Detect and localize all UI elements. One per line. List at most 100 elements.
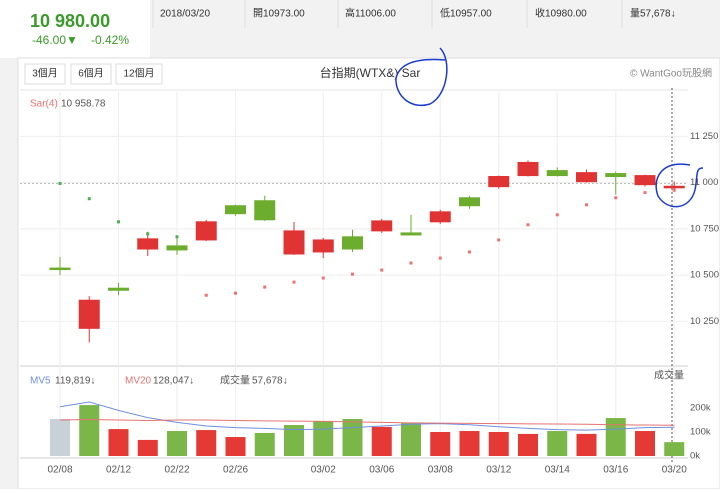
sar-dot: [263, 285, 267, 289]
candle-body: [546, 170, 568, 177]
range-button-label[interactable]: 12個月: [123, 67, 154, 80]
sar-dot: [468, 250, 471, 254]
candle-body: [371, 220, 393, 232]
candle-body: [634, 175, 656, 186]
legend-value: 57,678↓: [252, 376, 288, 387]
copyright: © WantGoo玩股網: [630, 67, 712, 80]
chart-panel: [17, 57, 720, 489]
range-button[interactable]: [24, 63, 66, 85]
summary-open: 開10973.00: [253, 8, 305, 20]
volume-bar: [254, 432, 275, 456]
volume-bar: [547, 431, 568, 456]
candle-body: [254, 200, 276, 221]
candle-body: [49, 267, 71, 271]
volume-bar: [137, 439, 158, 456]
sar-dot: [438, 256, 442, 260]
sar-dot: [146, 232, 150, 236]
sar-dot: [234, 291, 237, 295]
y-tick-label: 10 250: [690, 316, 719, 327]
candle-body: [137, 238, 159, 250]
candle-body: [312, 239, 334, 253]
x-tick-label: 03/12: [486, 465, 511, 476]
candle-body: [342, 236, 363, 250]
summary-low: 低10957.00: [440, 7, 492, 20]
mv-line: [59, 418, 675, 426]
chart-title: 台指期(WTX&) Sar: [320, 65, 421, 80]
legend-value: 128,047↓: [153, 376, 194, 387]
sar-dot: [292, 280, 296, 284]
candle-body: [166, 245, 188, 251]
candle-body: [108, 287, 129, 291]
quote-change-pct: -0.42%: [91, 33, 129, 47]
legend-name: Sar(4): [30, 99, 58, 110]
y-tick-label: 10 500: [690, 270, 719, 281]
volume-bar: [371, 426, 392, 456]
y-tick-label: 11 000: [690, 177, 718, 188]
x-tick-label: 02/26: [223, 465, 248, 476]
x-tick-label: 03/16: [603, 465, 628, 476]
legend-value: 10 958.78: [61, 99, 106, 110]
sar-dot: [585, 203, 588, 207]
x-tick-label: 02/12: [106, 465, 131, 476]
sar-dot: [672, 188, 676, 192]
range-button[interactable]: [115, 63, 163, 85]
candle-body: [605, 173, 627, 178]
candle-body: [459, 197, 480, 207]
candle-body: [663, 185, 685, 189]
summary-bar: 2018/03/20 開10973.00 高11006.00 低10957.00…: [152, 0, 676, 28]
range-button[interactable]: [70, 63, 112, 85]
summary-volume: 量57,678↓: [630, 8, 676, 20]
summary-high: 高11006.00: [345, 7, 396, 20]
volume-bar: [50, 419, 70, 456]
x-tick-label: 03/02: [311, 465, 336, 476]
volume-bar: [225, 437, 246, 456]
volume-bar: [313, 420, 334, 456]
volume-bar: [108, 429, 129, 456]
sar-dot: [351, 272, 354, 276]
y-tick-label: 10 750: [690, 223, 719, 234]
sar-dot: [380, 268, 384, 272]
quote-change: -46.00▼: [32, 33, 78, 47]
candle-body: [283, 230, 305, 255]
candle-body: [576, 172, 597, 183]
x-tick-label: 03/08: [428, 465, 453, 476]
candle-body: [78, 299, 100, 329]
legend-value: 119,819↓: [55, 376, 95, 387]
volume-bar: [518, 433, 538, 456]
volume-bar: [459, 431, 480, 456]
sar-dot: [117, 220, 120, 224]
range-buttons: 3個月 6個月 12個月: [24, 63, 163, 85]
x-tick-label: 03/20: [662, 465, 687, 476]
volume-bar: [488, 431, 509, 456]
x-tick-label: 03/06: [369, 465, 394, 476]
sar-dot: [87, 197, 91, 201]
x-tick-label: 02/08: [47, 465, 72, 476]
volume-bar: [430, 431, 451, 456]
sar-dot: [321, 276, 325, 280]
candle-body: [517, 161, 539, 177]
y-tick-label: 200k: [690, 402, 711, 413]
sar-dot: [526, 223, 530, 227]
sar-dot: [175, 235, 179, 239]
sar-dot: [409, 261, 413, 265]
legend-name: MV20: [125, 376, 152, 387]
volume-bar: [284, 425, 304, 456]
volume-bar: [664, 442, 685, 456]
range-button-label[interactable]: 6個月: [78, 67, 104, 80]
legend-name: 成交量: [220, 374, 250, 387]
x-tick-label: 03/14: [545, 465, 570, 476]
volume-bar: [167, 431, 187, 456]
sar-dot: [204, 293, 208, 297]
y-axis-title: 成交量: [654, 369, 684, 382]
summary-date: 2018/03/20: [160, 9, 210, 20]
volume-bar: [79, 405, 100, 456]
y-tick-label: 11 250: [690, 131, 718, 142]
plot: 10 250 10 500 10 750 11 000 11 250 02/08 02/12…: [20, 92, 719, 476]
range-button-label[interactable]: 3個月: [32, 67, 58, 80]
annotation: [395, 47, 704, 208]
legend-name: MV5: [30, 376, 51, 387]
summary-close: 收10980.00: [535, 7, 587, 20]
volume-bar: [576, 433, 597, 456]
